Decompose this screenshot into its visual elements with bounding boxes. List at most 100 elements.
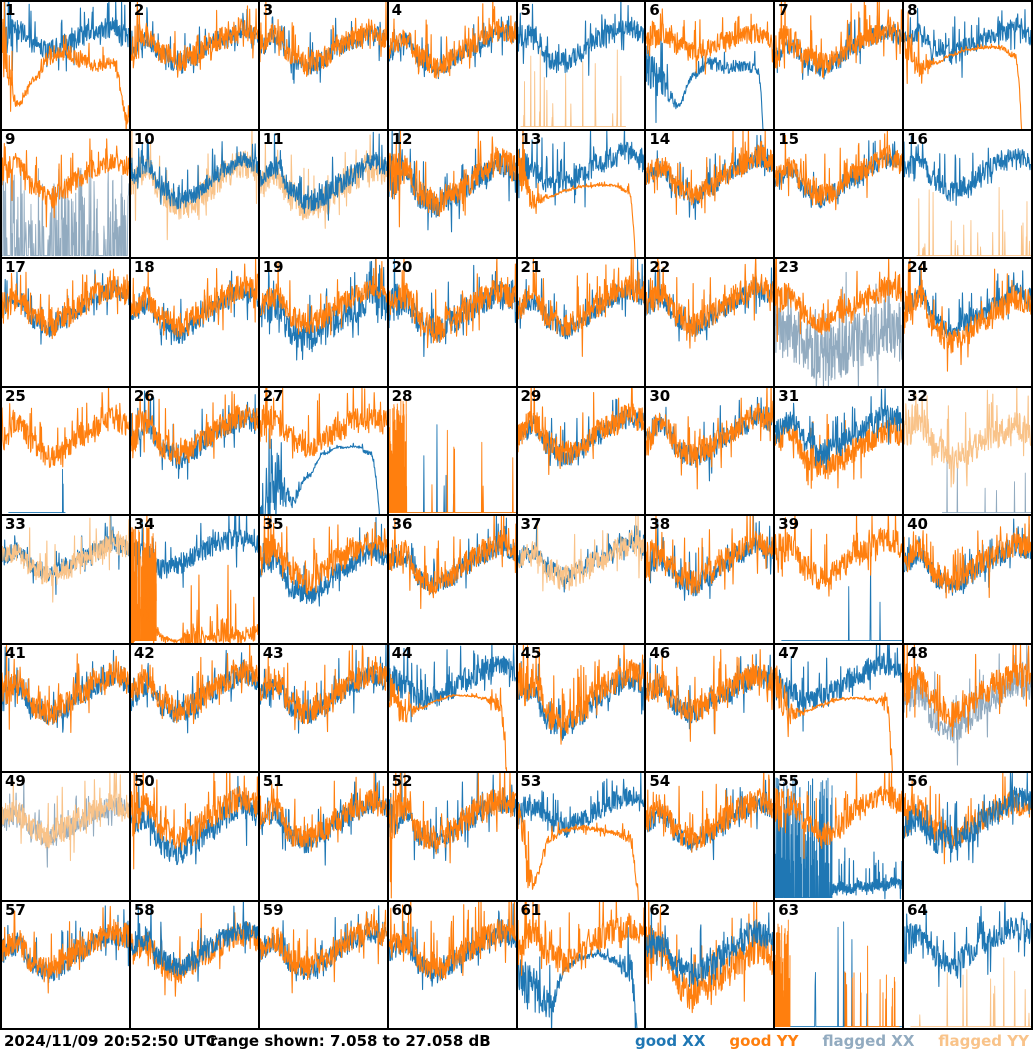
panel-number: 2 [133,2,145,19]
trace-yy [517,130,636,257]
spectrum-plot [517,259,645,357]
spectrum-plot [904,259,1031,372]
trace-yy [130,2,258,78]
panel-number: 40 [907,516,928,533]
spectrum-plot [904,901,1031,1027]
panel-number: 24 [907,259,928,276]
trace-yy [259,259,387,336]
trace-yy [388,673,507,771]
trace-yy [130,773,258,870]
trace-yy [388,773,516,899]
trace-xx [904,7,1031,78]
trace-fyy [904,387,1031,488]
trace-xx [2,2,129,72]
spectrum-panel-18: 18 [130,259,258,386]
spectrum-plot [259,387,387,514]
trace-xx [388,423,516,513]
spectrum-plot [775,2,903,80]
spectrum-plot [259,131,387,229]
legend-good-yy: good YY [729,1032,799,1050]
spectrum-plot [904,135,1031,256]
trace-xx [517,2,645,78]
legend: good XX good YY flagged XX flagged YY [635,1032,1029,1050]
range-shown-label: range shown: 7.058 to 27.058 dB [210,1032,491,1050]
spectrum-panel-10: 10 [130,130,258,257]
spectra-grid: 1 2 3 4 5 6 7 8 9 10 11 12 13 14 15 16 17 18 19 20 21 22 23 24 2… [0,0,1033,1030]
trace-yy [388,901,516,981]
status-bar: 2024/11/09 20:52:50 UTC range shown: 7.0… [0,1030,1033,1053]
spectrum-plot [2,268,129,345]
panel-number: 22 [649,259,671,276]
spectrum-panel-2: 2 [130,2,258,129]
spectrum-plot [259,2,387,84]
spectrum-plot [259,259,387,361]
panel-number: 49 [5,773,26,790]
spectrum-panel-32: 32 [904,387,1031,514]
trace-xx [781,557,903,642]
panel-number: 58 [133,901,155,919]
trace-yy [2,905,129,993]
trace-yy [259,644,387,732]
spectrum-panel-46: 46 [646,644,774,771]
panel-number: 57 [5,901,26,919]
panel-number: 42 [133,644,155,662]
spectrum-panel-38: 38 [646,516,774,643]
trace-xx [646,907,774,987]
spectrum-plot [2,2,129,129]
trace-yy [775,413,903,489]
trace-yy [646,516,774,595]
panel-number: 10 [133,130,155,148]
trace-yy [388,516,516,610]
spectrum-panel-17: 17 [2,259,129,386]
panel-number: 14 [649,130,671,148]
trace-fyy [519,49,626,128]
spectrum-panel-4: 4 [388,2,516,129]
trace-yy [2,268,129,340]
spectrum-panel-6: 6 [646,2,774,129]
spectrum-plot [646,516,774,601]
panel-number: 34 [133,516,155,533]
spectrum-plot [388,644,516,771]
spectrum-plot [517,2,645,128]
spectrum-plot [775,259,903,386]
spectrum-panel-20: 20 [388,259,516,386]
panel-number: 63 [778,901,800,919]
trace-yy [2,137,129,227]
panel-number: 55 [778,773,800,790]
spectrum-plot [130,901,258,997]
panel-number: 31 [778,387,800,405]
trace-yy [2,2,129,129]
spectrum-panel-54: 54 [646,773,774,900]
trace-xx [130,138,258,209]
trace-yy [904,259,1031,372]
spectrum-panel-22: 22 [646,259,774,386]
trace-fyy [910,956,1031,1027]
spectrum-plot [775,516,903,642]
spectrum-plot [2,516,129,603]
spectrum-panel-9: 9 [2,130,129,257]
trace-fyy [259,134,387,229]
trace-xx [831,847,903,900]
trace-yy [646,648,774,742]
spectrum-panel-55: 55 [775,773,903,900]
spectrum-plot [517,516,645,593]
spectrum-plot [259,904,387,993]
spectrum-plot [130,644,258,733]
spectrum-plot [646,901,774,1013]
trace-yy [259,516,387,595]
spectrum-panel-3: 3 [259,2,387,129]
panel-number: 25 [5,387,26,405]
panel-number: 39 [778,516,800,533]
spectrum-panel-56: 56 [904,773,1031,900]
trace-xx [775,387,903,470]
spectrum-panel-21: 21 [517,259,645,386]
panel-number: 56 [907,773,928,790]
panel-number: 43 [262,644,284,662]
spectrum-plot [388,901,516,990]
trace-yy [259,2,387,77]
panel-number: 41 [5,644,26,662]
spectrum-panel-35: 35 [259,516,387,643]
spectrum-plot [2,387,129,513]
panel-number: 20 [391,259,413,276]
spectrum-panel-53: 53 [517,773,645,900]
